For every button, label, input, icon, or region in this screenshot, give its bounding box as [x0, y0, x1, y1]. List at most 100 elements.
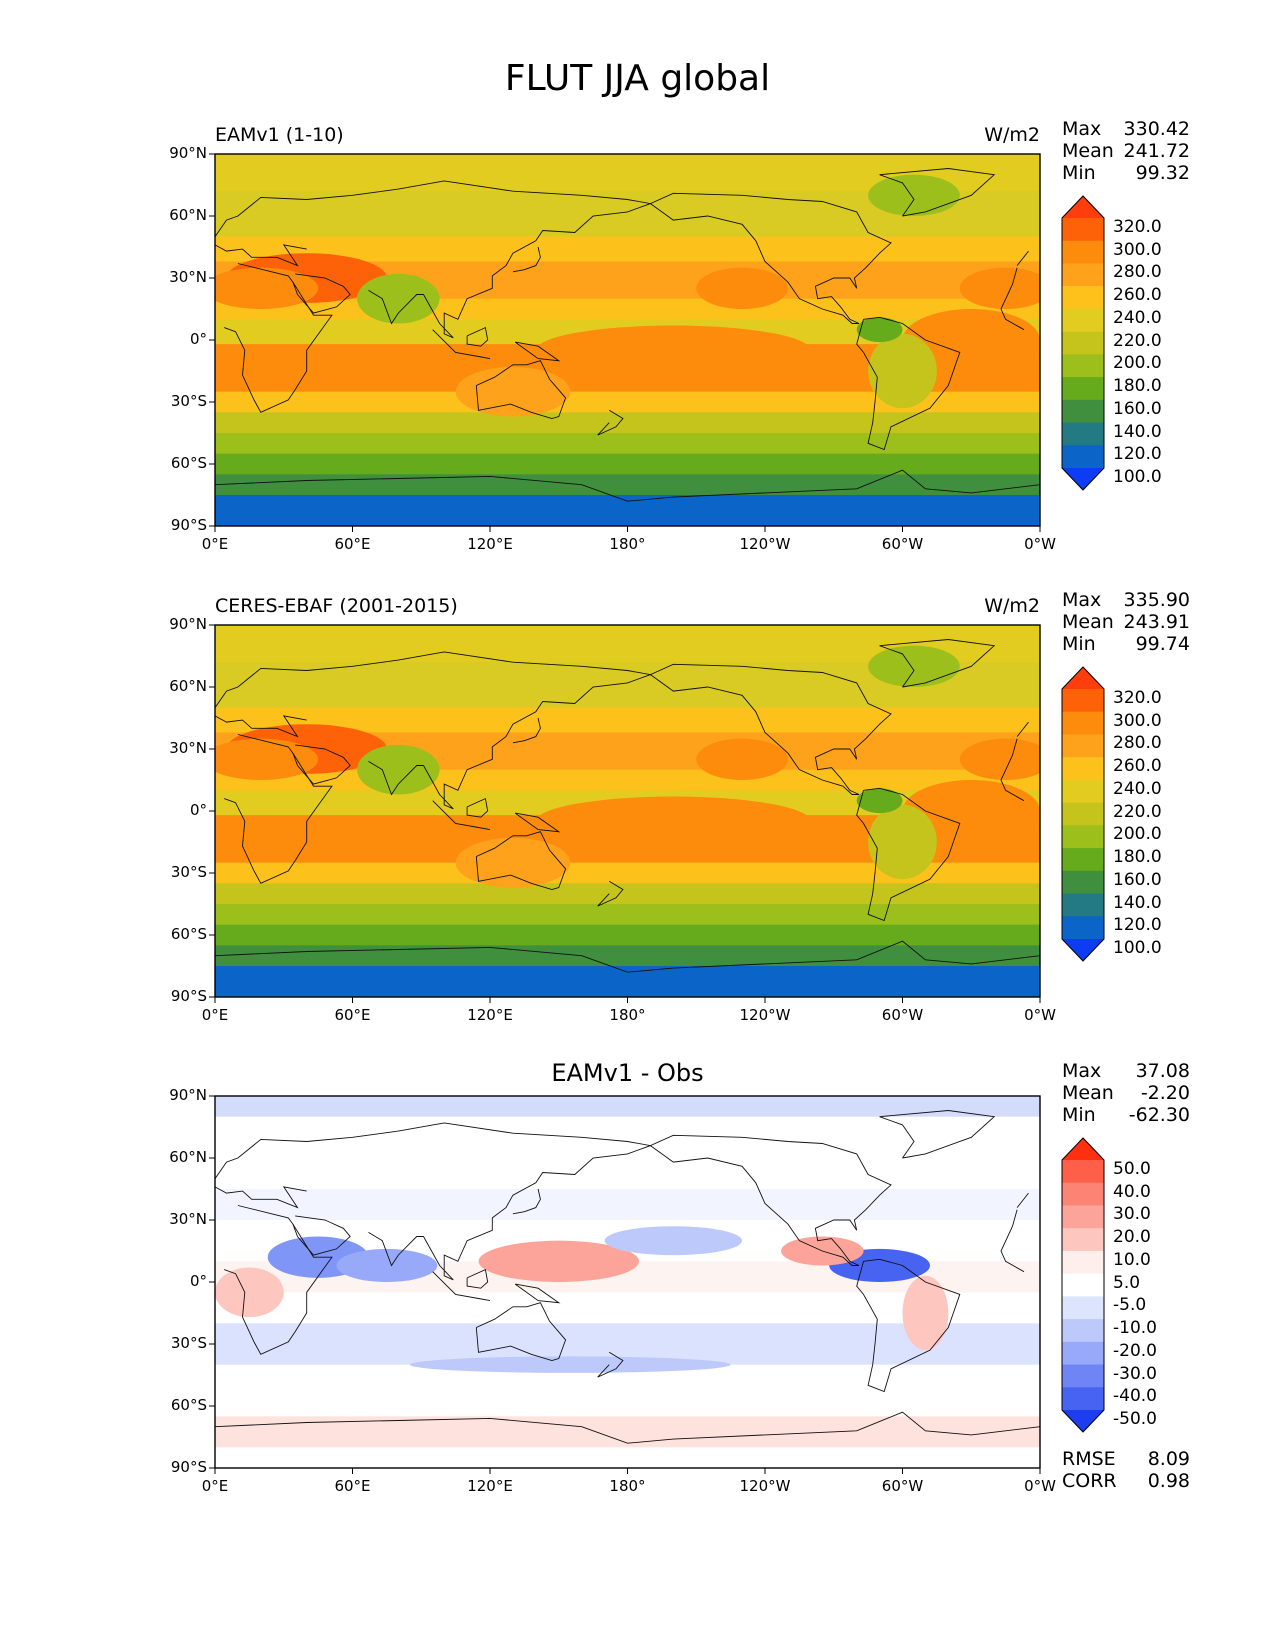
lon-tick-label: 0°E: [201, 535, 229, 553]
units-label: W/m2: [984, 124, 1040, 146]
colorbar-segment: [1062, 870, 1104, 895]
lat-tick-label: 90°N: [169, 615, 207, 633]
colorbar-label: 200.0: [1113, 353, 1162, 374]
coastline: [879, 639, 996, 688]
field-anomaly: [856, 317, 903, 343]
coastline: [224, 734, 1025, 884]
lat-tick-label: 0°: [189, 330, 207, 348]
colorbar-segment: [1062, 1205, 1104, 1229]
colorbar-label: -30.0: [1113, 1363, 1157, 1384]
lon-tick-label: 60°W: [881, 1477, 924, 1495]
lon-tick-label: 180°: [609, 1006, 646, 1024]
colorbar-label: 180.0: [1113, 376, 1162, 397]
coastline: [215, 1186, 1029, 1209]
colorbar-label: 240.0: [1113, 778, 1162, 799]
field-band: [215, 1364, 1040, 1417]
coastline: [650, 663, 892, 795]
stat-min-value: 99.32: [1135, 162, 1190, 184]
map-field-3: [215, 1096, 1040, 1468]
colorbar-label: 140.0: [1113, 421, 1162, 442]
colorbar-segment: [1062, 757, 1104, 781]
coastline: [512, 717, 541, 744]
coastline: [432, 800, 491, 831]
panel-title: EAMv1 - Obs: [551, 1059, 704, 1087]
colorbar-outline: [1061, 195, 1105, 491]
colorbar-segment: [1062, 308, 1104, 333]
coastline: [292, 1215, 351, 1256]
colorbar-segment: [1062, 916, 1104, 940]
colorbar-label: -40.0: [1113, 1386, 1157, 1407]
colorbar-label: 300.0: [1113, 239, 1162, 260]
colorbar-label: 120.0: [1113, 444, 1162, 465]
coastline: [512, 246, 541, 273]
lat-tick-label: 90°N: [169, 1086, 207, 1104]
field-anomaly: [902, 309, 1040, 371]
coastline: [432, 329, 491, 360]
field-anomaly: [357, 744, 440, 795]
colorbar-segment: [1062, 1228, 1104, 1252]
colorbar-label: 220.0: [1113, 330, 1162, 351]
colorbar-label: 180.0: [1113, 847, 1162, 868]
colorbar-label: 10.0: [1113, 1249, 1151, 1270]
coastline: [432, 1271, 491, 1302]
field-anomaly: [959, 267, 1040, 309]
field-anomaly: [455, 837, 571, 888]
field-anomaly: [215, 738, 319, 780]
stat-min-value: 99.74: [1135, 633, 1190, 655]
colorbar-extend-max: [1062, 196, 1104, 218]
colorbar-segment: [1062, 734, 1104, 758]
colorbar-segment: [1062, 1182, 1104, 1206]
stat-mean-value: 241.72: [1123, 140, 1190, 162]
field-anomaly: [902, 1275, 949, 1351]
lat-tick-label: 30°N: [169, 268, 207, 286]
colorbar-extend-max: [1062, 667, 1104, 689]
coastline: [597, 880, 624, 907]
coastline: [215, 1122, 653, 1281]
colorbar-segment: [1062, 377, 1104, 401]
colorbar-segment: [1062, 1160, 1104, 1184]
field-band: [215, 1096, 1040, 1118]
lon-tick-label: 60°E: [334, 1006, 371, 1024]
field-band: [215, 883, 1040, 905]
coastline: [597, 1351, 624, 1378]
colorbar-label: 100.0: [1113, 938, 1162, 958]
lon-tick-label: 60°E: [334, 535, 371, 553]
coastline: [224, 1205, 1025, 1355]
coastline: [514, 812, 561, 833]
colorbar-label: 260.0: [1113, 756, 1162, 777]
colorbar-segment: [1062, 825, 1104, 849]
coastline: [475, 1302, 567, 1361]
colorbar-segment: [1062, 1341, 1104, 1366]
lat-tick-label: 60°N: [169, 677, 207, 695]
lon-tick-label: 120°E: [467, 1006, 513, 1024]
colorbar-label: -10.0: [1113, 1318, 1157, 1339]
colorbar-label: 320.0: [1113, 688, 1162, 708]
colorbar-segment: [1062, 1296, 1104, 1320]
colorbar-segment: [1062, 240, 1104, 264]
colorbar-label: -5.0: [1113, 1295, 1147, 1316]
colorbar-label: 20.0: [1113, 1227, 1151, 1248]
colorbar-segment: [1062, 445, 1104, 469]
colorbar-segment: [1062, 354, 1104, 378]
field-anomaly: [455, 366, 571, 417]
colorbar-label: 260.0: [1113, 285, 1162, 306]
field-band: [215, 862, 1040, 884]
stat-mean-label: Mean: [1062, 611, 1114, 633]
lat-tick-label: 30°S: [170, 1334, 207, 1352]
coastline: [466, 326, 489, 347]
lat-tick-label: 0°: [189, 1272, 207, 1290]
colorbar-label: -20.0: [1113, 1340, 1157, 1361]
colorbar-segment: [1062, 779, 1104, 804]
field-anomaly: [696, 267, 788, 310]
colorbar-segment: [1062, 1273, 1104, 1297]
colorbar-label: 300.0: [1113, 710, 1162, 731]
coastline: [856, 787, 961, 922]
field-band: [215, 474, 1040, 496]
field-band: [215, 298, 1040, 320]
stat-max-value: 330.42: [1123, 118, 1190, 140]
coastline: [368, 1232, 424, 1267]
stat-mean-value: -2.20: [1140, 1082, 1190, 1104]
coastline: [215, 715, 1029, 738]
lon-tick-label: 60°W: [881, 535, 924, 553]
stat-max-value: 37.08: [1135, 1060, 1190, 1082]
